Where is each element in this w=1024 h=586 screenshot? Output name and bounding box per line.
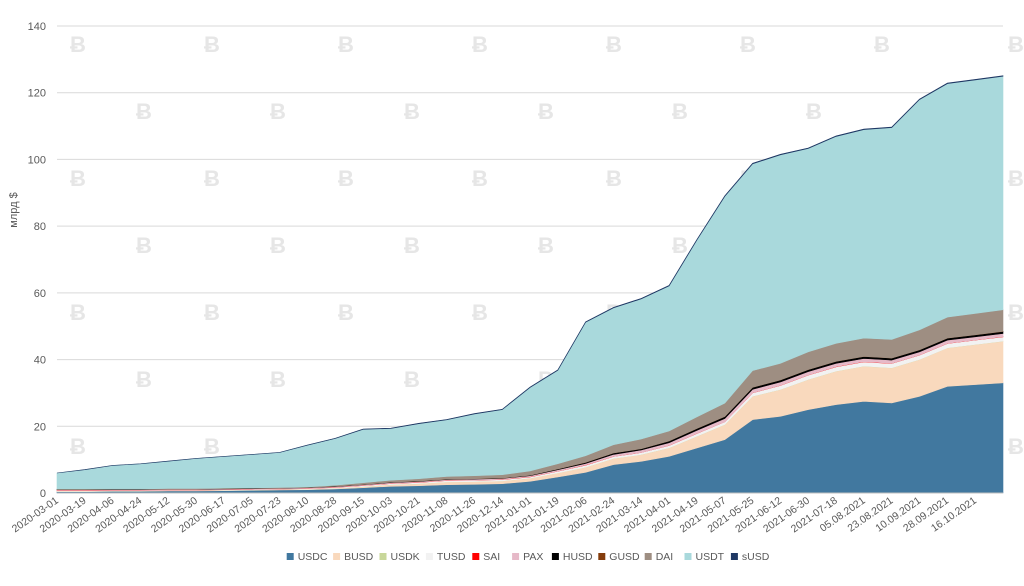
watermark-logo: Ƀ [740, 32, 756, 57]
watermark-logo: Ƀ [1008, 32, 1024, 57]
legend: USDC BUSD USDK TUSD SAI PAX HUSD GUSD DAI USDT sUS… [287, 551, 770, 563]
watermark-logo: Ƀ [404, 233, 420, 258]
watermark-logo: Ƀ [404, 99, 420, 124]
legend-swatch-usdc [287, 553, 294, 560]
legend-swatch-tusd [426, 553, 433, 560]
watermark-logo: Ƀ [70, 166, 86, 191]
legend-swatch-sai [472, 553, 479, 560]
watermark-logo: Ƀ [472, 300, 488, 325]
y-tick-label: 0 [40, 488, 46, 500]
watermark-logo: Ƀ [606, 166, 622, 191]
y-tick-label: 100 [28, 154, 46, 166]
watermark-logo: Ƀ [404, 367, 420, 392]
watermark-logo: Ƀ [136, 367, 152, 392]
watermark-logo: Ƀ [136, 233, 152, 258]
watermark-logo: Ƀ [472, 166, 488, 191]
y-axis: 0 20 40 60 80 100 120 140 [28, 21, 46, 500]
watermark-logo: Ƀ [874, 32, 890, 57]
chart-svg: ɃɃɃɃɃɃɃɃɃɃɃɃɃɃɃɃɃɃɃɃɃɃɃɃɃɃɃɃɃɃɃɃɃɃɃɃɃɃɃɃ… [0, 0, 1024, 581]
legend-swatch-dai [645, 553, 652, 560]
y-axis-label: млрд $ [8, 192, 20, 227]
legend-label-usdc: USDC [298, 551, 328, 563]
watermark-logo: Ƀ [338, 166, 354, 191]
legend-label-susd: sUSD [742, 551, 770, 563]
watermark-logo: Ƀ [204, 434, 220, 459]
watermark-logo: Ƀ [270, 367, 286, 392]
watermark-logo: Ƀ [204, 166, 220, 191]
watermark-logo: Ƀ [1008, 434, 1024, 459]
legend-label-busd: BUSD [344, 551, 374, 563]
watermark-logo: Ƀ [270, 99, 286, 124]
legend-label-usdk: USDK [391, 551, 420, 563]
watermark-logo: Ƀ [204, 300, 220, 325]
watermark-logo: Ƀ [338, 300, 354, 325]
y-tick-label: 20 [34, 421, 46, 433]
watermark-logo: Ƀ [538, 233, 554, 258]
watermark-logo: Ƀ [672, 233, 688, 258]
legend-label-pax: PAX [523, 551, 543, 563]
watermark-logo: Ƀ [538, 99, 554, 124]
legend-swatch-pax [512, 553, 519, 560]
legend-label-usdt: USDT [696, 551, 725, 563]
y-tick-label: 60 [34, 288, 46, 300]
legend-swatch-usdt [685, 553, 692, 560]
watermark-logo: Ƀ [606, 32, 622, 57]
watermark-logo: Ƀ [672, 99, 688, 124]
watermark-logo: Ƀ [1008, 300, 1024, 325]
legend-swatch-gusd [598, 553, 605, 560]
legend-swatch-husd [552, 553, 559, 560]
stablecoin-area-chart: ɃɃɃɃɃɃɃɃɃɃɃɃɃɃɃɃɃɃɃɃɃɃɃɃɃɃɃɃɃɃɃɃɃɃɃɃɃɃɃɃ… [0, 0, 1024, 581]
watermark-logo: Ƀ [270, 233, 286, 258]
y-tick-label: 120 [28, 88, 46, 100]
legend-label-tusd: TUSD [437, 551, 466, 563]
watermark-logo: Ƀ [806, 99, 822, 124]
watermark-logo: Ƀ [70, 434, 86, 459]
watermark-logo: Ƀ [70, 32, 86, 57]
watermark-logo: Ƀ [136, 99, 152, 124]
x-axis: 2020-03-012020-03-192020-04-062020-04-24… [10, 493, 1003, 535]
legend-label-gusd: GUSD [609, 551, 640, 563]
legend-label-husd: HUSD [563, 551, 593, 563]
watermark-logo: Ƀ [204, 32, 220, 57]
y-tick-label: 140 [28, 21, 46, 33]
legend-label-dai: DAI [656, 551, 674, 563]
watermark-logo: Ƀ [70, 300, 86, 325]
watermark-logo: Ƀ [472, 32, 488, 57]
legend-swatch-busd [333, 553, 340, 560]
watermark-logo: Ƀ [338, 32, 354, 57]
legend-label-sai: SAI [483, 551, 500, 563]
y-tick-label: 40 [34, 355, 46, 367]
legend-swatch-susd [731, 553, 738, 560]
legend-swatch-usdk [380, 553, 387, 560]
watermark-logo: Ƀ [1008, 166, 1024, 191]
stacked-areas [57, 76, 1003, 493]
y-tick-label: 80 [34, 221, 46, 233]
